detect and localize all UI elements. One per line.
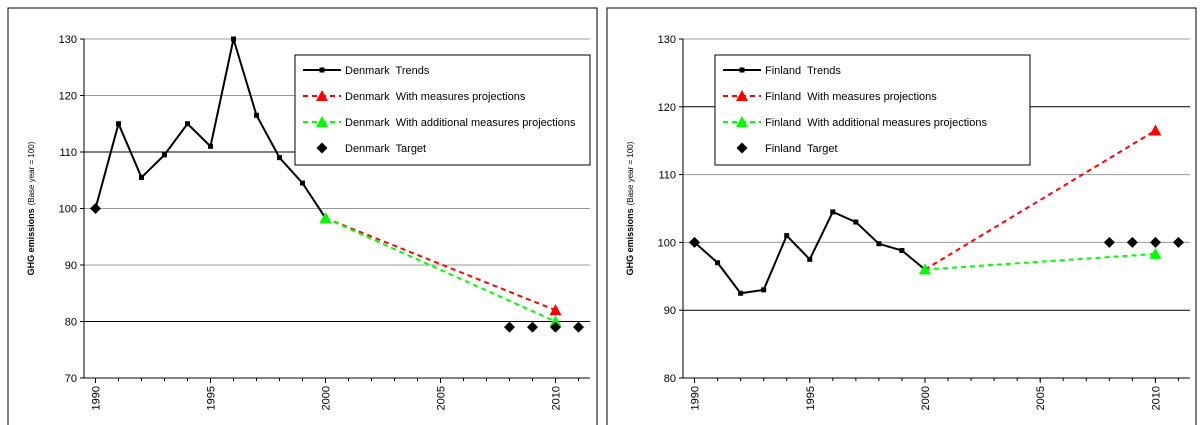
y-tick-label: 120 <box>59 91 77 103</box>
marker <box>254 112 259 118</box>
legend-label: Denmark With additional measures project… <box>345 117 576 129</box>
marker <box>208 143 213 149</box>
legend-box <box>714 54 1031 166</box>
x-tick-label: 1995 <box>206 386 218 410</box>
marker <box>1172 236 1184 248</box>
marker <box>319 67 325 73</box>
marker <box>715 260 721 266</box>
chart-border <box>606 7 1197 425</box>
marker <box>139 174 144 180</box>
y-tick-label: 130 <box>658 34 676 46</box>
y-tick-label: 130 <box>59 34 77 46</box>
marker <box>504 321 515 333</box>
marker <box>300 180 305 186</box>
y-tick-label: 90 <box>664 305 676 317</box>
marker <box>316 90 328 101</box>
marker <box>738 290 744 296</box>
marker <box>549 304 562 316</box>
marker <box>316 142 328 154</box>
series-line <box>924 252 1156 271</box>
x-tick-label: 2000 <box>321 386 333 410</box>
marker <box>90 203 101 214</box>
marker <box>1149 236 1161 248</box>
chart: 80 90 100 110 120 130 1990 1995 2000 2005 2010 GHG … <box>606 7 1197 425</box>
x-tick-label: 1995 <box>805 386 817 410</box>
legend-box <box>294 54 591 166</box>
y-axis-label-main: GHG emissions <box>625 208 635 275</box>
x-tick-label: 1990 <box>690 386 702 410</box>
marker <box>573 321 584 333</box>
marker <box>853 219 859 225</box>
y-tick-label: 100 <box>59 204 77 216</box>
y-axis-label-note: (Base year = 100) <box>626 141 635 205</box>
y-tick-label: 110 <box>59 147 77 159</box>
y-axis-label: GHG emissions (Base year = 100) <box>625 141 635 275</box>
legend-label: Denmark With measures projections <box>345 91 526 103</box>
marker <box>736 116 748 127</box>
y-axis-label: GHG emissions (Base year = 100) <box>26 141 36 275</box>
chart-border <box>7 7 598 425</box>
legend-label: Denmark Trends <box>345 65 430 77</box>
legend-label: Finland With measures projections <box>765 91 937 103</box>
x-tick-label: 1990 <box>91 386 103 410</box>
y-tick-label: 80 <box>65 317 77 329</box>
x-tick-label: 2010 <box>551 386 563 410</box>
marker <box>319 212 332 224</box>
marker <box>736 90 748 101</box>
marker <box>231 36 236 42</box>
x-tick-label: 2000 <box>920 386 932 410</box>
y-axis-label-main: GHG emissions <box>26 208 36 275</box>
chart: 70 80 90 100 110 120 130 1990 1995 2000 2005 2010 GH… <box>7 7 598 425</box>
marker <box>807 256 813 262</box>
y-tick-label: 110 <box>658 170 676 182</box>
marker <box>527 321 538 333</box>
x-tick-label: 2005 <box>1035 386 1047 410</box>
marker <box>550 321 561 333</box>
marker <box>739 67 745 73</box>
marker <box>918 263 931 275</box>
marker <box>277 155 282 161</box>
y-tick-label: 120 <box>658 102 676 114</box>
marker <box>830 209 836 215</box>
legend-label: Denmark Target <box>345 143 426 155</box>
marker <box>549 315 562 327</box>
marker <box>1149 124 1162 136</box>
marker <box>784 233 790 239</box>
marker <box>1126 236 1138 248</box>
x-tick-label: 2010 <box>1150 386 1162 410</box>
marker <box>162 152 167 158</box>
marker <box>1103 236 1115 248</box>
marker <box>736 142 748 154</box>
marker <box>761 287 767 293</box>
series-line <box>325 217 556 323</box>
y-tick-label: 90 <box>65 260 77 272</box>
marker <box>876 241 882 247</box>
legend-label: Finland Target <box>765 143 838 155</box>
marker <box>316 116 328 127</box>
marker <box>1149 247 1162 259</box>
marker <box>116 121 121 127</box>
legend-label: Finland Trends <box>765 65 841 77</box>
marker <box>899 248 905 254</box>
y-tick-label: 100 <box>658 237 676 249</box>
marker <box>185 121 190 127</box>
x-tick-label: 2005 <box>436 386 448 410</box>
y-axis-label-note: (Base year = 100) <box>27 141 36 205</box>
series-line <box>693 210 926 295</box>
y-tick-label: 80 <box>664 373 676 385</box>
y-tick-label: 70 <box>65 373 77 385</box>
series-line <box>94 38 327 219</box>
marker <box>689 236 701 248</box>
series-line <box>325 217 556 312</box>
legend-label: Finland With additional measures project… <box>765 117 987 129</box>
